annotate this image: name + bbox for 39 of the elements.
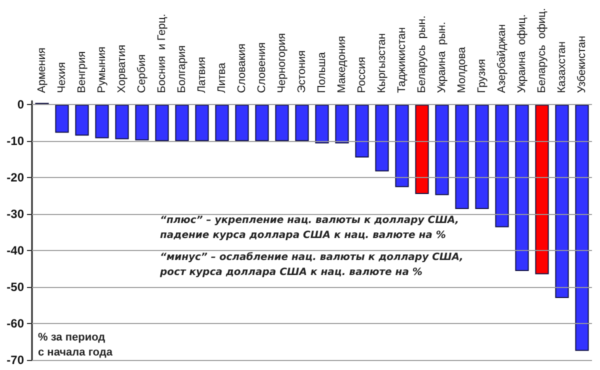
x-tick-label: Латвия bbox=[196, 56, 208, 93]
y-tick-label: -40 bbox=[6, 244, 24, 258]
x-tick-label: Узбекистан bbox=[576, 36, 588, 93]
x-tick-label: Азербайджан bbox=[496, 24, 508, 93]
x-tick-label: Словения bbox=[256, 42, 268, 93]
x-tick-label: Эстония bbox=[296, 50, 308, 93]
x-tick-label: Словакия bbox=[236, 44, 248, 93]
x-tick-label: Польша bbox=[316, 51, 328, 93]
x-tick-label: Россия bbox=[356, 56, 368, 93]
x-tick-label: Болгария bbox=[176, 45, 188, 93]
y-tick-label: 0 bbox=[17, 98, 24, 112]
x-tick-label: Черногория bbox=[276, 33, 288, 93]
annotation: “минус” – ослабление нац. валюты к доллару США, рост курса доллара США к нац. валюте на % bbox=[159, 252, 464, 278]
x-tick-label: Беларусь рын. bbox=[416, 16, 428, 93]
x-tick-label: Украина офиц. bbox=[516, 14, 528, 93]
x-tick-label: Хорватия bbox=[116, 44, 128, 93]
x-tick-label: Венгрия bbox=[76, 51, 88, 93]
x-tick-label: Литва bbox=[216, 62, 228, 93]
y-tick-label: -70 bbox=[6, 353, 24, 367]
x-tick-label: Армения bbox=[36, 48, 48, 93]
y-tick-label: -10 bbox=[6, 134, 24, 148]
x-tick-label: Беларусь офиц. bbox=[536, 8, 548, 93]
y-tick-label: -60 bbox=[6, 316, 24, 331]
x-tick-label: Украина рын. bbox=[436, 22, 448, 93]
x-tick-label: Чехия bbox=[56, 62, 68, 93]
x-tick-label: Молдова bbox=[456, 46, 468, 93]
x-tick-label: Казахстан bbox=[556, 41, 568, 93]
y-tick-label: -20 bbox=[6, 170, 24, 185]
y-tick-label: -30 bbox=[6, 207, 24, 222]
x-tick-label: Грузия bbox=[476, 58, 488, 93]
x-tick-label: Кыргызстан bbox=[376, 33, 388, 93]
x-tick-label: Македония bbox=[336, 36, 348, 93]
y-tick-label: -50 bbox=[6, 280, 24, 294]
x-tick-label: Сербия bbox=[136, 54, 148, 93]
x-tick-label: Таджикистан bbox=[396, 27, 408, 93]
y-axis-title: % за период с начала года bbox=[38, 332, 114, 358]
annotation: “плюс” – укрепление нац. валюты к доллару США, падение курса доллара США к нац. валюте на % bbox=[160, 215, 459, 241]
x-tick-label: Румыния bbox=[96, 46, 108, 93]
x-tick-label: Босния и Герц. bbox=[156, 14, 168, 93]
